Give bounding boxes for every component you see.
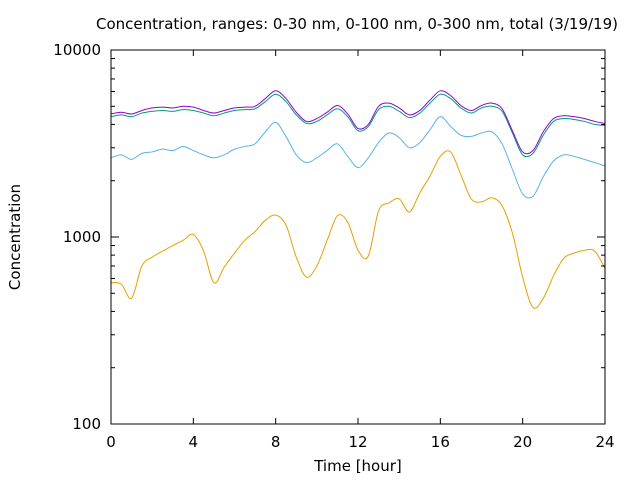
series-line-1 bbox=[110, 150, 606, 309]
chart-title: Concentration, ranges: 0-30 nm, 0-100 nm… bbox=[96, 15, 618, 33]
series-line-3 bbox=[110, 93, 606, 158]
x-tick-label: 12 bbox=[348, 433, 367, 451]
y-tick-label: 100 bbox=[72, 415, 101, 433]
x-tick-label: 0 bbox=[106, 433, 116, 451]
tick-layer: 0 4 8 12 16 20 24 100 1000 10000 bbox=[53, 41, 614, 451]
x-tick-label: 4 bbox=[189, 433, 199, 451]
series-line-2 bbox=[110, 116, 606, 199]
x-axis-label: Time [hour] bbox=[313, 457, 402, 475]
y-tick-label: 1000 bbox=[63, 228, 101, 246]
x-tick-label: 20 bbox=[513, 433, 532, 451]
x-tick-label: 24 bbox=[595, 433, 614, 451]
series-line-4 bbox=[110, 90, 606, 155]
series-layer bbox=[110, 90, 606, 309]
x-tick-label: 8 bbox=[271, 433, 281, 451]
x-tick-label: 16 bbox=[431, 433, 450, 451]
y-axis-label: Concentration bbox=[6, 184, 24, 290]
y-tick-label: 10000 bbox=[53, 41, 101, 59]
